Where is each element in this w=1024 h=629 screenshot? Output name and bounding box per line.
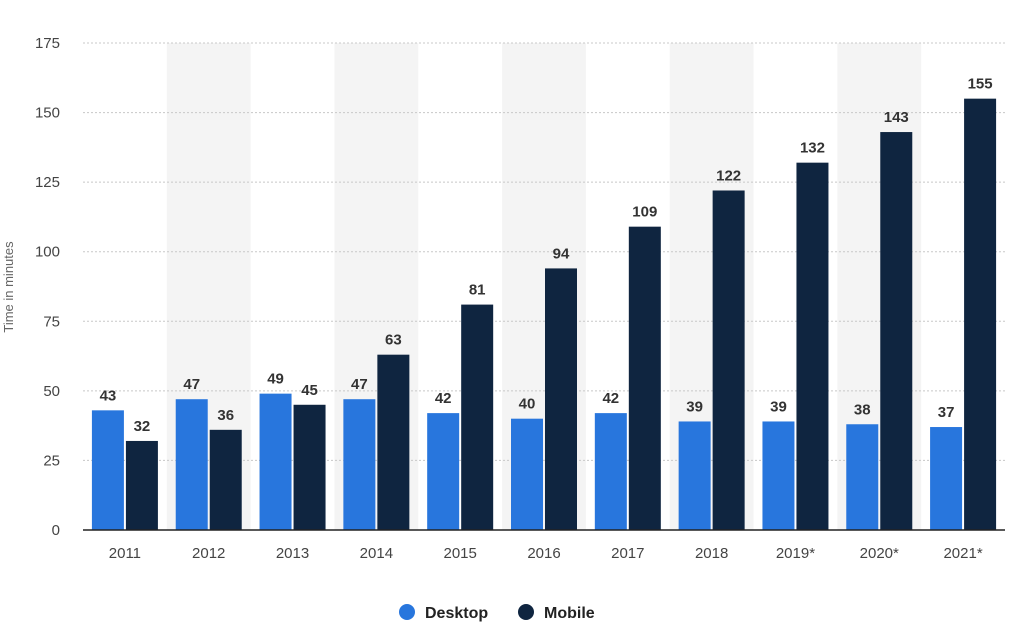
- y-tick-label: 175: [35, 35, 60, 52]
- bar-desktop: [175, 399, 208, 530]
- bar-desktop: [846, 424, 879, 530]
- legend-marker-mobile: [518, 604, 534, 620]
- bar-desktop: [678, 421, 711, 530]
- data-label: 39: [686, 398, 703, 415]
- data-label: 94: [553, 245, 570, 262]
- legend-label-desktop: Desktop: [425, 605, 488, 622]
- data-label: 47: [351, 376, 368, 393]
- bar-mobile: [964, 98, 997, 531]
- data-label: 155: [968, 76, 993, 93]
- data-label: 42: [435, 390, 452, 407]
- y-tick-label: 50: [43, 383, 60, 400]
- bar-mobile: [712, 190, 745, 530]
- y-tick-label: 75: [43, 313, 60, 330]
- data-label: 39: [770, 398, 787, 415]
- data-label: 63: [385, 332, 402, 349]
- y-tick-label: 0: [52, 522, 60, 539]
- legend[interactable]: Desktop Mobile: [399, 604, 595, 622]
- x-tick-label: 2014: [360, 545, 393, 562]
- bar-mobile: [796, 162, 829, 531]
- data-label: 37: [938, 404, 955, 421]
- bar-mobile: [880, 132, 913, 530]
- bar-desktop: [343, 399, 376, 530]
- bar-desktop: [259, 393, 292, 530]
- x-tick-label: 2020*: [860, 545, 899, 562]
- x-tick-label: 2021*: [943, 545, 982, 562]
- bar-desktop: [91, 410, 124, 530]
- x-tick-label: 2016: [527, 545, 560, 562]
- data-label: 42: [602, 390, 619, 407]
- gridlines: [83, 42, 1005, 461]
- data-label: 40: [519, 396, 536, 413]
- data-label: 143: [884, 109, 909, 126]
- data-label: 132: [800, 140, 825, 157]
- data-label: 32: [134, 418, 151, 435]
- bar-desktop: [594, 413, 627, 530]
- bar-mobile: [293, 404, 326, 530]
- bar-mobile: [125, 440, 158, 530]
- data-label: 36: [217, 407, 234, 424]
- legend-label-mobile: Mobile: [544, 605, 595, 622]
- data-label: 38: [854, 401, 871, 418]
- bar-desktop: [511, 418, 543, 530]
- data-label: 43: [100, 387, 117, 404]
- data-label: 45: [301, 382, 318, 399]
- x-tick-label: 2012: [192, 545, 225, 562]
- y-tick-label: 25: [43, 452, 60, 469]
- x-tick-label: 2017: [611, 545, 644, 562]
- data-label: 122: [716, 167, 741, 184]
- x-tick-label: 2013: [276, 545, 309, 562]
- x-tick-label: 2011: [109, 545, 141, 562]
- y-tick-label: 125: [35, 174, 60, 191]
- legend-marker-desktop: [399, 604, 415, 620]
- bar-mobile: [628, 226, 661, 530]
- data-label: 109: [632, 204, 657, 221]
- bar-mobile: [209, 429, 242, 530]
- bar-mobile: [461, 304, 494, 530]
- x-tick-label: 2015: [443, 545, 476, 562]
- data-label: 49: [267, 371, 284, 388]
- bar-desktop: [930, 427, 963, 530]
- data-label: 81: [469, 282, 486, 299]
- x-tick-label: 2019*: [776, 545, 815, 562]
- bars: [91, 98, 997, 531]
- bar-mobile: [545, 268, 577, 530]
- y-tick-label: 100: [35, 244, 60, 261]
- bar-mobile: [377, 354, 410, 530]
- y-tick-label: 150: [35, 105, 60, 122]
- bar-desktop: [427, 413, 460, 530]
- labels: 0 25 50 75 100 125 150 175 43 32 2011 47 36 2012 49 45 2…: [35, 35, 993, 562]
- data-label: 47: [183, 376, 200, 393]
- y-axis-title: Time in minutes: [1, 241, 16, 333]
- bar-desktop: [762, 421, 795, 530]
- x-tick-label: 2018: [695, 545, 728, 562]
